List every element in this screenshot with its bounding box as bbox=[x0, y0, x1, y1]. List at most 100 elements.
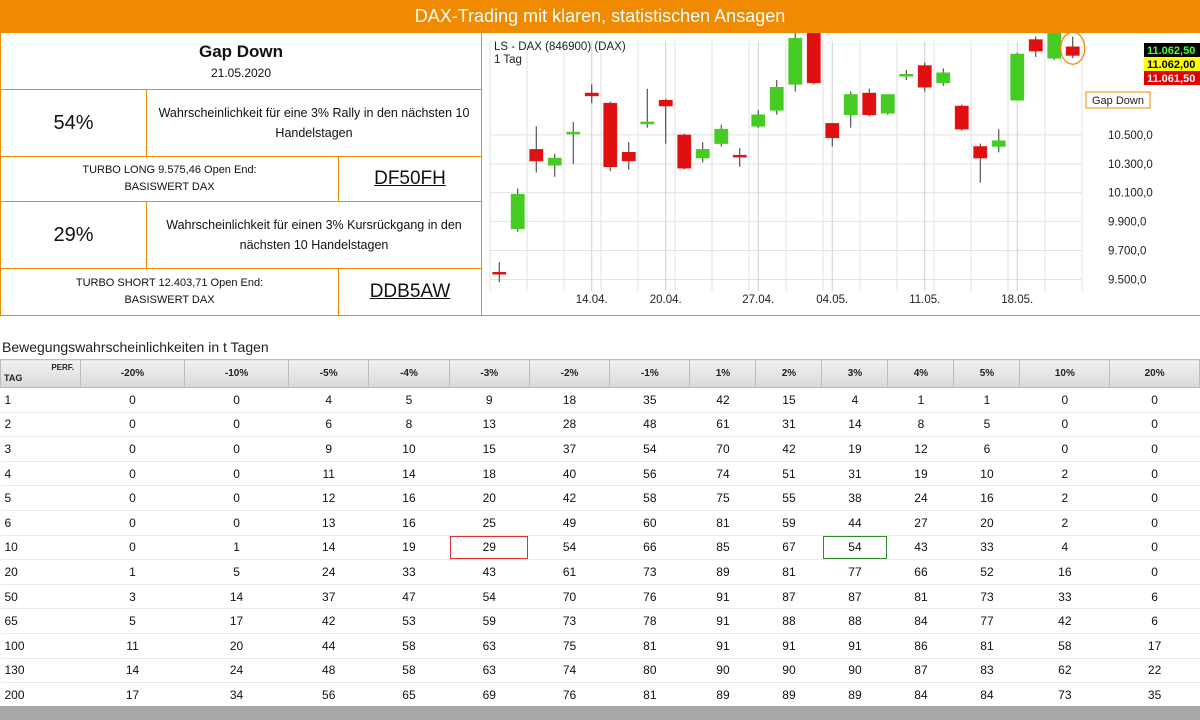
price-label: 11.062,00 bbox=[1147, 59, 1195, 71]
table-row: 4 0 0 11 14 18 40 56 74 51 31 19 10 2 0 bbox=[0, 461, 1200, 487]
short-probability-description: Wahrscheinlichkeit für einen 3% Kursrück… bbox=[146, 201, 482, 269]
table-row: 2 0 0 6 8 13 28 48 61 31 14 8 5 0 0 bbox=[0, 412, 1200, 438]
y-tick-label: 10.500,0 bbox=[1108, 130, 1153, 142]
y-tick-label: 9.500,0 bbox=[1108, 274, 1146, 286]
signal-title-box: Gap Down 21.05.2020 bbox=[0, 32, 482, 90]
table-cell: 17 bbox=[184, 608, 289, 634]
table-cell: 87 bbox=[887, 658, 954, 684]
table-cell: 59 bbox=[755, 510, 822, 536]
table-cell: 31 bbox=[755, 412, 822, 438]
table-cell: 76 bbox=[529, 682, 610, 708]
table-row: 50 3 14 37 47 54 70 76 91 87 87 81 73 33 6 bbox=[0, 584, 1200, 610]
table-cell: 59 bbox=[449, 608, 530, 634]
table-cell: 15 bbox=[755, 387, 822, 413]
table-cell: 0 bbox=[1109, 535, 1200, 561]
table-cell: 18 bbox=[529, 387, 610, 413]
candle-body bbox=[917, 65, 932, 88]
column-header: -4% bbox=[368, 359, 450, 388]
table-cell: 4 bbox=[1019, 535, 1110, 561]
table-cell: 5 bbox=[80, 608, 185, 634]
table-cell: 40 bbox=[529, 461, 610, 487]
table-cell: 51 bbox=[755, 461, 822, 487]
table-cell: 14 bbox=[184, 584, 289, 610]
table-cell: 6 bbox=[1109, 608, 1200, 634]
price-label-bg bbox=[1144, 57, 1200, 71]
table-cell: 33 bbox=[368, 559, 450, 585]
candle-body bbox=[640, 121, 655, 125]
table-cell: 0 bbox=[80, 461, 185, 487]
table-cell: 4 bbox=[288, 387, 369, 413]
row-days: 4 bbox=[0, 461, 81, 487]
candle-body bbox=[806, 32, 821, 84]
table-cell: 0 bbox=[184, 387, 289, 413]
table-cell: 44 bbox=[821, 510, 888, 536]
long-product-code-link[interactable]: DF50FH bbox=[338, 156, 482, 202]
candle-body bbox=[547, 157, 562, 166]
candle-body bbox=[510, 193, 525, 230]
short-product-code-link[interactable]: DDB5AW bbox=[338, 268, 482, 316]
column-header: 3% bbox=[821, 359, 889, 388]
footer-bar bbox=[0, 706, 1200, 720]
table-cell: 0 bbox=[184, 461, 289, 487]
table-cell: 70 bbox=[689, 436, 756, 462]
column-header: -20% bbox=[79, 359, 186, 388]
candle-body bbox=[658, 99, 673, 107]
candle-body bbox=[843, 94, 858, 115]
table-cell: 1 bbox=[953, 387, 1020, 413]
column-header: 4% bbox=[887, 359, 955, 388]
table-cell: 84 bbox=[953, 682, 1020, 708]
row-days: 3 bbox=[0, 436, 81, 462]
table-cell: 0 bbox=[80, 535, 185, 561]
table-cell: 80 bbox=[609, 658, 690, 684]
table-cell: 19 bbox=[821, 436, 888, 462]
table-cell: 14 bbox=[368, 461, 450, 487]
column-header: 2% bbox=[755, 359, 823, 388]
table-cell: 89 bbox=[689, 559, 756, 585]
table-cell: 89 bbox=[689, 682, 756, 708]
table-cell: 89 bbox=[755, 682, 822, 708]
row-days: 1 bbox=[0, 387, 81, 413]
table-cell: 1 bbox=[80, 559, 185, 585]
table-cell: 0 bbox=[1109, 559, 1200, 585]
column-header: -2% bbox=[528, 359, 611, 388]
table-cell: 89 bbox=[821, 682, 888, 708]
last-candle-marker bbox=[1060, 31, 1086, 65]
candle-body bbox=[1010, 53, 1025, 101]
table-row: 200 17 34 56 65 69 76 81 89 89 89 84 84 73 35 bbox=[0, 682, 1200, 708]
table-cell: 78 bbox=[609, 608, 690, 634]
row-days: 2 bbox=[0, 412, 81, 438]
candle-body bbox=[991, 140, 1006, 147]
table-row: 130 14 24 48 58 63 74 80 90 90 90 87 83 62 22 bbox=[0, 658, 1200, 684]
table-cell: 62 bbox=[1019, 658, 1110, 684]
candle-body bbox=[973, 146, 988, 159]
signal-title: Gap Down bbox=[198, 42, 284, 61]
table-cell: 42 bbox=[529, 485, 610, 511]
table-cell: 81 bbox=[609, 633, 690, 659]
table-cell: 91 bbox=[689, 608, 756, 634]
x-tick-label: 18.05. bbox=[1001, 294, 1033, 306]
table-cell: 58 bbox=[1019, 633, 1110, 659]
table-cell: 73 bbox=[609, 559, 690, 585]
table-cell: 5 bbox=[953, 412, 1020, 438]
table-cell: 0 bbox=[1019, 436, 1110, 462]
table-cell: 16 bbox=[368, 485, 450, 511]
row-days: 130 bbox=[0, 658, 81, 684]
table-cell: 43 bbox=[887, 535, 954, 561]
table-cell: 76 bbox=[609, 584, 690, 610]
signal-date: 21.05.2020 bbox=[210, 66, 272, 80]
candle-body bbox=[788, 37, 803, 85]
table-cell: 88 bbox=[821, 608, 888, 634]
table-cell: 31 bbox=[821, 461, 888, 487]
table-cell: 55 bbox=[755, 485, 822, 511]
probability-table: PERF. TAG -20% -10% -5% -4% -3% -2% -1% 1% 2% 3% 4… bbox=[0, 359, 1200, 708]
table-cell: 44 bbox=[288, 633, 369, 659]
table-cell: 2 bbox=[1019, 485, 1110, 511]
table-cell: 10 bbox=[953, 461, 1020, 487]
y-tick-label: 10.100,0 bbox=[1108, 188, 1153, 200]
table-cell: 11 bbox=[80, 633, 185, 659]
table-cell: 69 bbox=[449, 682, 530, 708]
table-cell: 12 bbox=[887, 436, 954, 462]
corner-header: PERF. TAG bbox=[0, 359, 81, 388]
table-cell: 90 bbox=[755, 658, 822, 684]
table-cell: 22 bbox=[1109, 658, 1200, 684]
